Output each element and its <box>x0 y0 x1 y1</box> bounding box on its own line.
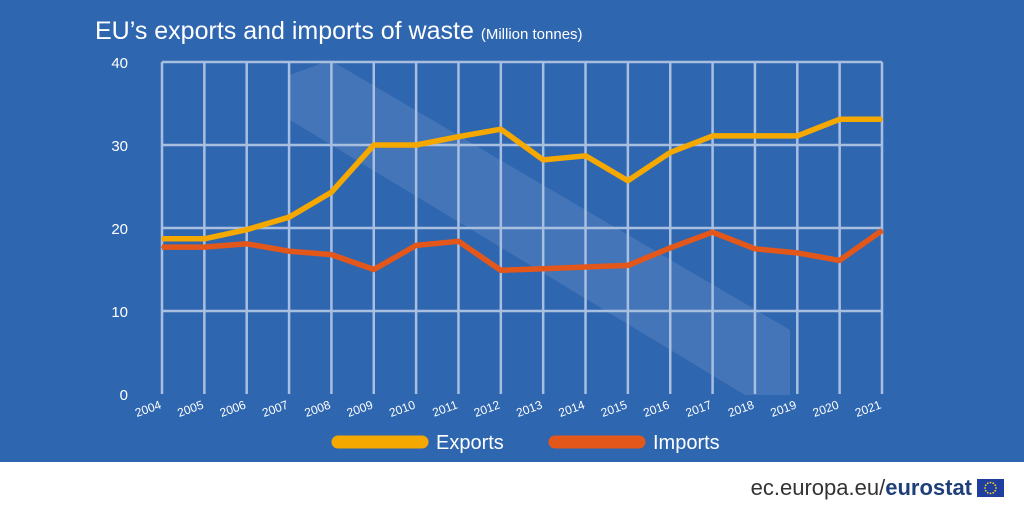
data-point <box>415 244 418 247</box>
title-text: EU’s exports and imports of waste <box>95 17 474 45</box>
flag-star <box>986 491 989 494</box>
x-tick-label: 2006 <box>218 398 248 420</box>
data-point <box>245 228 248 231</box>
flag-star <box>989 481 992 484</box>
legend-label: Exports <box>436 432 504 454</box>
data-point <box>161 237 163 240</box>
x-tick-label: 2017 <box>684 398 714 420</box>
data-point <box>711 231 714 234</box>
y-axis-ticks: 0 10 20 30 40 <box>111 55 128 404</box>
flag-star <box>994 489 997 492</box>
footer-link[interactable]: ec.europa.eu/eurostat <box>751 475 972 501</box>
x-tick-label: 2010 <box>387 398 417 420</box>
data-point <box>161 246 163 249</box>
flag-star <box>994 484 997 487</box>
x-tick-label: 2009 <box>345 398 375 420</box>
data-point <box>753 247 756 250</box>
data-point <box>499 269 502 272</box>
x-tick-label: 2013 <box>514 398 544 420</box>
data-point <box>796 251 799 254</box>
x-tick-label: 2019 <box>768 398 798 420</box>
x-tick-label: 2005 <box>175 398 205 420</box>
data-point <box>288 216 291 219</box>
series-line-exports <box>162 116 882 242</box>
data-point <box>542 267 545 270</box>
data-point <box>626 264 629 267</box>
chart-title: EU’s exports and imports of waste (Milli… <box>95 17 583 46</box>
data-point <box>838 118 841 121</box>
data-point <box>457 135 460 138</box>
legend-label: Imports <box>653 432 720 454</box>
data-point <box>838 259 841 262</box>
data-point <box>669 151 672 154</box>
data-point <box>330 191 333 194</box>
data-point <box>584 266 587 269</box>
x-axis-ticks: 2004 2005 2006 2007 2008 2009 2010 2011 2012 2013… <box>133 398 883 420</box>
data-point <box>245 242 248 245</box>
x-tick-label: 2011 <box>430 398 459 420</box>
y-tick-label: 0 <box>120 387 128 404</box>
data-point <box>626 179 629 182</box>
data-point <box>203 246 206 249</box>
x-tick-label: 2020 <box>811 398 841 420</box>
data-point <box>584 154 587 157</box>
data-point <box>203 237 206 240</box>
x-tick-label: 2012 <box>472 398 502 420</box>
data-point <box>330 253 333 256</box>
flag-star <box>989 492 992 495</box>
data-point <box>796 134 799 137</box>
flag-star <box>984 484 987 487</box>
y-tick-label: 20 <box>111 221 128 238</box>
data-point <box>288 250 291 253</box>
chart-panel: EU’s exports and imports of waste (Milli… <box>0 0 1024 462</box>
data-point <box>881 229 883 232</box>
footer-brand: eurostat <box>885 475 972 500</box>
grid-lines <box>160 60 884 394</box>
flag-star <box>986 482 989 485</box>
flag-star <box>984 487 986 489</box>
footer: ec.europa.eu/eurostat <box>0 462 1024 512</box>
data-point <box>753 134 756 137</box>
x-tick-label: 2014 <box>557 398 587 420</box>
y-tick-label: 30 <box>111 138 128 155</box>
series-line-imports <box>162 228 884 274</box>
data-point <box>457 240 460 243</box>
y-tick-label: 10 <box>111 304 128 321</box>
data-point <box>372 144 375 146</box>
chart-subtitle: (Million tonnes) <box>480 26 583 43</box>
series-lines <box>161 116 884 274</box>
x-tick-label: 2004 <box>133 398 163 420</box>
data-point <box>669 246 672 249</box>
data-point <box>415 144 418 146</box>
data-point <box>881 118 883 121</box>
legend: Exports Imports <box>331 432 720 454</box>
y-tick-label: 40 <box>111 55 128 72</box>
data-point <box>711 134 714 137</box>
flag-star <box>992 491 995 494</box>
footer-site: ec.europa.eu/ <box>750 475 886 500</box>
data-point <box>372 268 375 271</box>
flag-star <box>984 489 987 492</box>
eu-flag-icon <box>977 479 1004 497</box>
data-point <box>499 128 502 131</box>
x-tick-label: 2016 <box>641 398 671 420</box>
x-tick-label: 2018 <box>726 398 756 420</box>
x-tick-label: 2008 <box>303 398 333 420</box>
data-point <box>542 158 545 161</box>
x-tick-label: 2021 <box>853 398 883 420</box>
flag-star <box>992 482 995 485</box>
x-tick-label: 2015 <box>599 398 629 420</box>
x-tick-label: 2007 <box>260 398 290 420</box>
flag-star <box>995 487 997 489</box>
